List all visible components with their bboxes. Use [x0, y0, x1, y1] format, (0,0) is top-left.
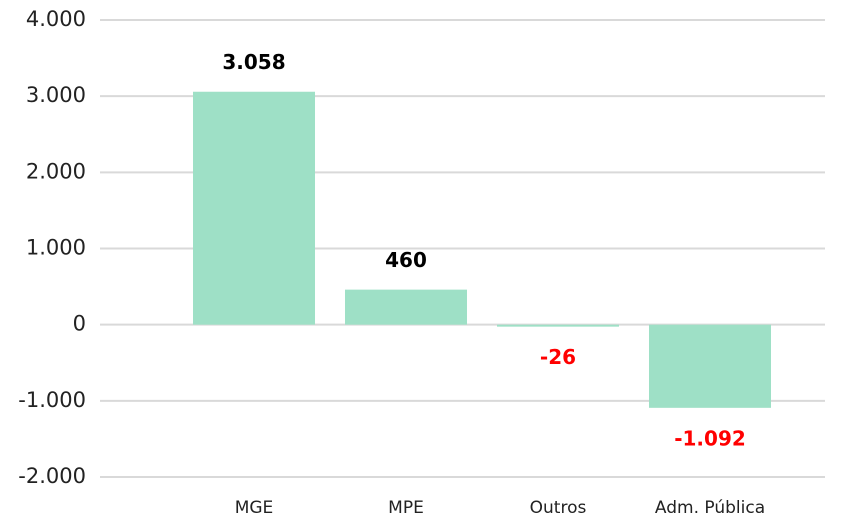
y-tick-label: -1.000 [18, 388, 86, 412]
x-tick-label: MGE [235, 498, 274, 518]
y-tick-label: 0 [73, 312, 86, 336]
x-tick-label: Adm. Pública [655, 498, 765, 518]
x-tick-label: MPE [388, 498, 424, 518]
bar [497, 324, 619, 327]
value-label: 460 [385, 248, 427, 272]
y-tick-label: -2.000 [18, 464, 86, 488]
value-label: 3.058 [222, 50, 285, 74]
bar [193, 91, 315, 325]
x-tick-label: Outros [530, 498, 587, 518]
bar [345, 289, 467, 325]
y-tick-label: 1.000 [26, 236, 86, 260]
y-tick-label: 3.000 [26, 83, 86, 107]
bar [649, 324, 771, 408]
y-tick-label: 4.000 [26, 7, 86, 31]
y-tick-label: 2.000 [26, 159, 86, 183]
value-label: -26 [540, 345, 576, 369]
value-label: -1.092 [674, 426, 746, 450]
